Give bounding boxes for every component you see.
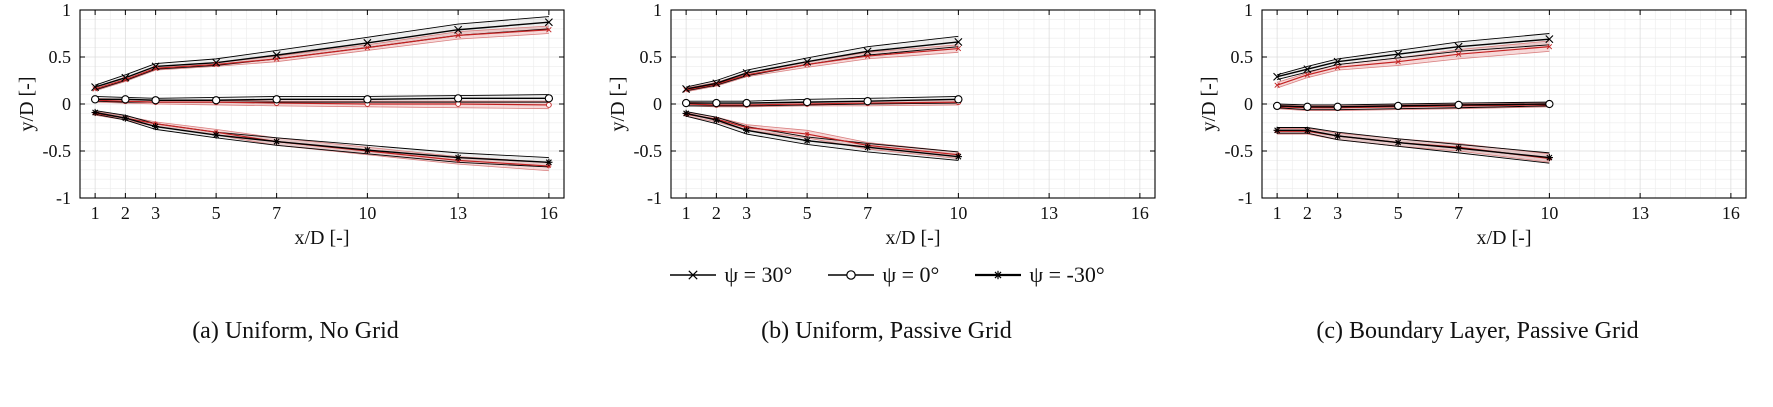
captions-row: (a) Uniform, No Grid (b) Uniform, Passiv…: [0, 318, 1773, 345]
svg-text:13: 13: [449, 203, 467, 223]
svg-text:10: 10: [1540, 203, 1558, 223]
svg-text:3: 3: [742, 203, 751, 223]
svg-text:1: 1: [653, 0, 662, 20]
svg-text:2: 2: [1302, 203, 1311, 223]
svg-text:2: 2: [120, 203, 129, 223]
svg-text:1: 1: [1272, 203, 1281, 223]
svg-text:-1: -1: [647, 188, 662, 208]
legend-item-psi-minus30: ψ = -30°: [973, 262, 1105, 288]
circle-marker-line-icon: [828, 270, 875, 280]
caption-c: (c) Boundary Layer, Passive Grid: [1316, 318, 1639, 344]
svg-text:1: 1: [90, 203, 99, 223]
svg-text:1: 1: [1244, 0, 1253, 20]
svg-text:y/D [-]: y/D [-]: [607, 77, 629, 132]
svg-text:0: 0: [653, 94, 662, 114]
svg-text:x/D [-]: x/D [-]: [885, 227, 940, 249]
svg-text:7: 7: [1454, 203, 1463, 223]
svg-text:0: 0: [1244, 94, 1253, 114]
svg-text:0: 0: [62, 94, 71, 114]
svg-text:3: 3: [1333, 203, 1342, 223]
svg-text:10: 10: [358, 203, 376, 223]
svg-text:1: 1: [62, 0, 71, 20]
panel-a: 1 2 3 5 7 10 13 16 -1 -0.5 0 0.5 1 x/D [-] y/D [-]: [0, 0, 591, 252]
svg-text:3: 3: [151, 203, 160, 223]
panel-b: 1 2 3 5 7 10 13 16 -1 -0.5 0 0.5 1 x/D [-] y/D [-]: [591, 0, 1182, 252]
asterisk-marker-line-icon: [975, 270, 1022, 280]
caption-b: (b) Uniform, Passive Grid: [761, 318, 1012, 344]
svg-text:-0.5: -0.5: [42, 141, 71, 161]
svg-text:5: 5: [802, 203, 811, 223]
svg-text:5: 5: [1393, 203, 1402, 223]
svg-text:16: 16: [1721, 203, 1739, 223]
chart-a-svg: 1 2 3 5 7 10 13 16 -1 -0.5 0 0.5 1 x/D [-] y/D [-]: [16, 0, 565, 249]
legend: ψ = 30° ψ = 0° ψ = -30°: [0, 258, 1773, 292]
svg-text:7: 7: [272, 203, 281, 223]
svg-text:13: 13: [1040, 203, 1058, 223]
x-marker-line-icon: [670, 270, 717, 280]
svg-text:16: 16: [539, 203, 557, 223]
svg-text:x/D [-]: x/D [-]: [294, 227, 349, 249]
chart-c-svg: 1 2 3 5 7 10 13 16 -1 -0.5 0 0.5 1 x/D [-] y/D [-]: [1198, 0, 1747, 249]
svg-text:0.5: 0.5: [1230, 47, 1253, 67]
svg-text:-0.5: -0.5: [633, 141, 662, 161]
legend-item-psi-30: ψ = 30°: [668, 262, 792, 288]
caption-a: (a) Uniform, No Grid: [192, 318, 399, 344]
svg-text:0.5: 0.5: [48, 47, 71, 67]
legend-item-psi-0: ψ = 0°: [826, 262, 939, 288]
legend-label-psi-0: ψ = 0°: [882, 262, 940, 287]
svg-text:1: 1: [681, 203, 690, 223]
chart-b-svg: 1 2 3 5 7 10 13 16 -1 -0.5 0 0.5 1 x/D [-] y/D [-]: [607, 0, 1156, 249]
svg-text:2: 2: [711, 203, 720, 223]
svg-text:7: 7: [863, 203, 872, 223]
svg-text:0.5: 0.5: [639, 47, 662, 67]
svg-text:x/D [-]: x/D [-]: [1476, 227, 1531, 249]
legend-label-psi-minus30: ψ = -30°: [1029, 262, 1105, 287]
svg-text:y/D [-]: y/D [-]: [1198, 77, 1220, 132]
svg-text:5: 5: [211, 203, 220, 223]
svg-text:-0.5: -0.5: [1224, 141, 1253, 161]
svg-text:y/D [-]: y/D [-]: [16, 77, 38, 132]
legend-label-psi-30: ψ = 30°: [724, 262, 793, 287]
panel-c: 1 2 3 5 7 10 13 16 -1 -0.5 0 0.5 1 x/D [-] y/D [-]: [1182, 0, 1773, 252]
svg-text:16: 16: [1130, 203, 1148, 223]
svg-text:-1: -1: [1238, 188, 1253, 208]
svg-text:13: 13: [1631, 203, 1649, 223]
svg-text:-1: -1: [56, 188, 71, 208]
svg-text:10: 10: [949, 203, 967, 223]
